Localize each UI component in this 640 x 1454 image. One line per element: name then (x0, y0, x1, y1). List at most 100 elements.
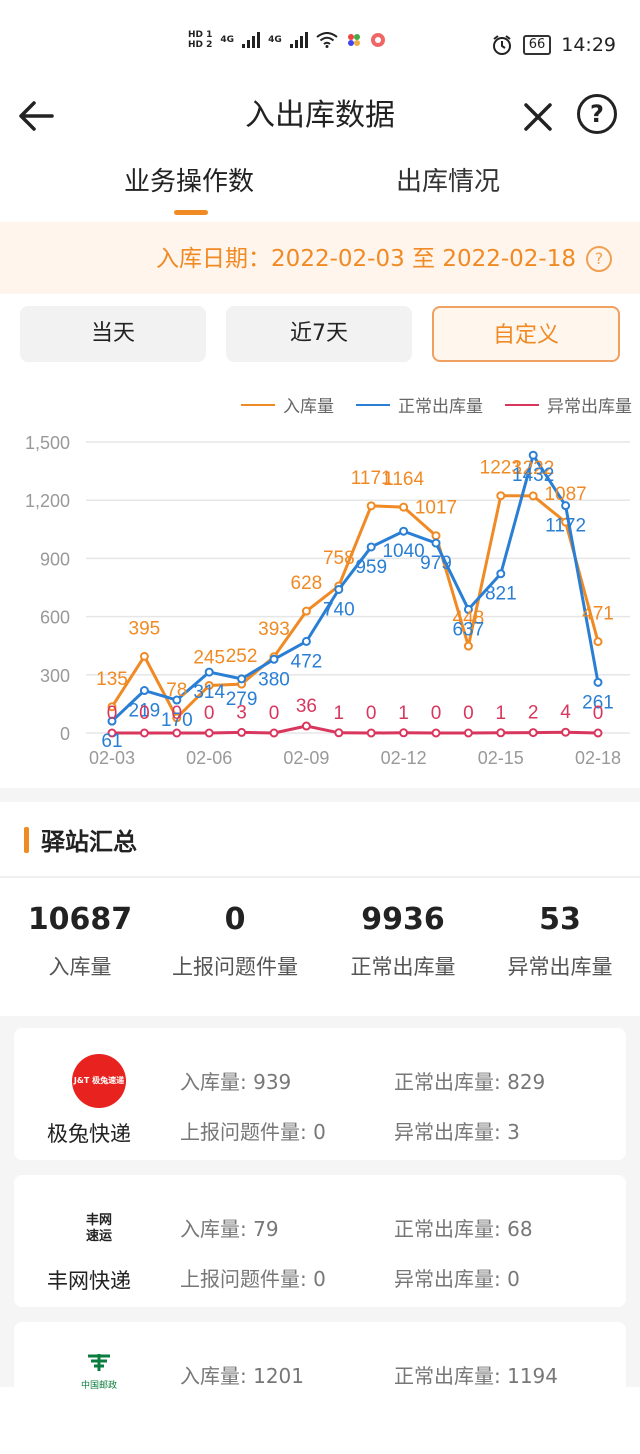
carrier-card-jt[interactable]: J&T 极兔速递 极兔快递 入库量: 939 正常出库量: 829 上报问题件量… (14, 1028, 626, 1160)
range-today-button[interactable]: 当天 (20, 306, 206, 362)
data-label: 740 (323, 599, 355, 620)
stat-label: 异常出库量 (507, 955, 613, 979)
stat-label: 正常出库量 (350, 955, 456, 979)
legend-swatch (241, 403, 275, 406)
legend-item[interactable]: 异常出库量 (505, 392, 632, 417)
data-label: 1164 (383, 469, 424, 490)
carrier-inbound: 入库量: 79 (180, 1217, 279, 1241)
carrier-card-china-post[interactable]: 中国邮政 入库量: 1201 正常出库量: 1194 (14, 1322, 626, 1454)
data-point (107, 702, 117, 712)
data-label: 1 (496, 703, 507, 724)
data-label: 135 (96, 669, 128, 690)
data-point (431, 531, 441, 541)
battery-level: 66 (522, 35, 552, 55)
data-point (496, 728, 506, 738)
clock: 14:29 (561, 34, 616, 56)
data-point (496, 569, 506, 579)
stat-value: 9936 (361, 902, 445, 937)
legend-item[interactable]: 正常出库量 (356, 392, 483, 417)
y-tick-label: 1,500 (25, 433, 70, 453)
station-summary-header: 驿站汇总 (24, 822, 137, 857)
data-label: 448 (453, 608, 485, 629)
data-point (139, 651, 149, 661)
close-icon[interactable] (520, 96, 556, 136)
data-label: 393 (258, 619, 290, 640)
tab-outbound-status[interactable]: 出库情况 (396, 167, 501, 197)
data-point (463, 728, 473, 738)
signal-icon (242, 32, 261, 48)
stat-label: 上报问题件量 (172, 955, 298, 979)
legend-label: 异常出库量 (547, 397, 632, 417)
data-label: 245 (193, 647, 225, 668)
data-label: 0 (463, 703, 474, 724)
carrier-name: 极兔快递 (47, 1122, 131, 1146)
carrier-normal-outbound: 正常出库量: 829 (394, 1070, 546, 1094)
y-tick-label: 1,200 (25, 491, 70, 511)
jt-express-logo: J&T 极兔速递 (72, 1054, 126, 1108)
data-point (496, 491, 506, 501)
data-point (366, 501, 376, 511)
data-point (561, 727, 571, 737)
question-circle-icon[interactable]: ? (586, 246, 612, 272)
data-label: 261 (582, 692, 614, 713)
stat-value: 53 (539, 902, 581, 937)
summary-stats: 10687 入库量 0 上报问题件量 9936 正常出库量 53 异常出库量 (0, 900, 640, 1000)
china-post-logo: 中国邮政 (72, 1348, 126, 1402)
carrier-inbound: 入库量: 1201 (180, 1364, 304, 1388)
section-accent-bar (24, 826, 29, 853)
legend-item[interactable]: 入库量 (241, 392, 334, 417)
y-tick-label: 300 (40, 666, 70, 686)
data-label: 78 (166, 680, 187, 701)
data-label: 61 (101, 731, 122, 752)
legend-swatch (505, 403, 539, 406)
legend-label: 入库量 (283, 397, 334, 417)
data-point (334, 584, 344, 594)
page-title: 入出库数据 (245, 98, 395, 133)
range-custom-button[interactable]: 自定义 (432, 306, 620, 362)
carrier-card-fengwang[interactable]: 丰网 速运 丰网快递 入库量: 79 正常出库量: 68 上报问题件量: 0 异… (14, 1175, 626, 1307)
status-bar: HD 1 HD 2 4G 4G 66 14:29 (0, 0, 640, 90)
section-title: 驿站汇总 (41, 828, 137, 856)
data-point (463, 604, 473, 614)
app-header: 入出库数据 ? (0, 90, 640, 150)
data-point (399, 728, 409, 738)
range-7days-button[interactable]: 近7天 (226, 306, 412, 362)
data-point (366, 728, 376, 738)
data-point (431, 728, 441, 738)
carrier-normal-outbound: 正常出库量: 1194 (394, 1364, 558, 1388)
data-point (399, 502, 409, 512)
network-label-1: 4G (220, 35, 235, 45)
date-range-text[interactable]: 入库日期：2022-02-03 至 2022-02-18 (156, 246, 576, 272)
question-circle-icon[interactable]: ? (577, 94, 617, 134)
date-range-banner: 入库日期：2022-02-03 至 2022-02-18 ? (0, 222, 640, 294)
data-label: 0 (366, 703, 377, 724)
data-label: 472 (291, 651, 323, 672)
data-label: 1222 (512, 458, 554, 479)
data-label: 0 (269, 703, 280, 724)
section-divider-line (0, 876, 640, 878)
hd1-label: HD 1 (188, 30, 213, 40)
data-point (107, 728, 117, 738)
tab-business-ops[interactable]: 业务操作数 (124, 167, 255, 197)
data-point (561, 501, 571, 511)
data-label: 637 (453, 619, 485, 640)
data-point (431, 538, 441, 548)
stat-value: 0 (224, 902, 246, 937)
data-point (593, 677, 603, 687)
data-label: 1017 (415, 498, 457, 519)
data-point (463, 641, 473, 651)
data-label: 1171 (351, 468, 392, 489)
network-label-2: 4G (268, 35, 282, 45)
arrow-left-icon[interactable] (16, 96, 56, 136)
hd-indicators: HD 1 HD 2 (188, 30, 212, 50)
carrier-name: 丰网快递 (47, 1269, 131, 1293)
carrier-inbound: 入库量: 939 (180, 1070, 292, 1094)
fengwang-logo: 丰网 速运 (72, 1201, 126, 1255)
status-right: 66 14:29 (491, 34, 616, 56)
data-label: 170 (161, 710, 193, 731)
y-tick-label: 900 (40, 549, 70, 569)
notification-icon (370, 33, 385, 47)
tab-bar: 业务操作数 出库情况 (0, 160, 640, 220)
stat-abnormal-outbound: 53 异常出库量 (480, 900, 640, 984)
data-label: 0 (593, 703, 604, 724)
